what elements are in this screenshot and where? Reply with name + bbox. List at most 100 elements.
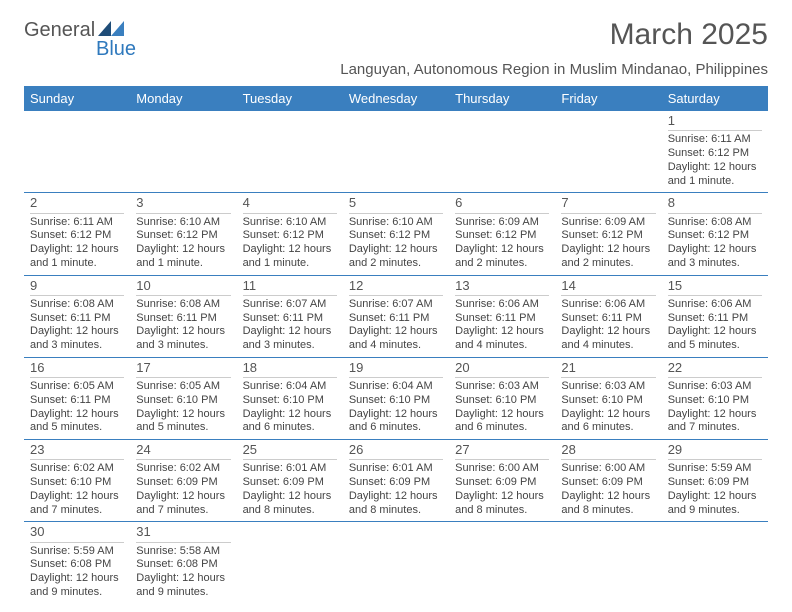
daylight-text: Daylight: 12 hours and 5 minutes. — [136, 408, 230, 436]
page-title: March 2025 — [610, 18, 768, 52]
sunrise-text: Sunrise: 6:02 AM — [30, 462, 124, 476]
calendar-cell-blank — [24, 111, 130, 192]
calendar-cell: 5Sunrise: 6:10 AMSunset: 6:12 PMDaylight… — [343, 193, 449, 274]
subtitle: Languyan, Autonomous Region in Muslim Mi… — [24, 61, 768, 78]
day-number: 8 — [668, 195, 762, 213]
calendar-cell-blank — [555, 111, 661, 192]
calendar-cell: 14Sunrise: 6:06 AMSunset: 6:11 PMDayligh… — [555, 276, 661, 357]
sunrise-text: Sunrise: 6:07 AM — [349, 298, 443, 312]
sunset-text: Sunset: 6:11 PM — [30, 394, 124, 408]
day-header-row: SundayMondayTuesdayWednesdayThursdayFrid… — [24, 86, 768, 111]
calendar-cell-blank — [237, 522, 343, 603]
daylight-text: Daylight: 12 hours and 3 minutes. — [30, 325, 124, 353]
sunrise-text: Sunrise: 6:05 AM — [136, 380, 230, 394]
calendar-cell: 27Sunrise: 6:00 AMSunset: 6:09 PMDayligh… — [449, 440, 555, 521]
calendar: SundayMondayTuesdayWednesdayThursdayFrid… — [24, 86, 768, 604]
calendar-cell: 4Sunrise: 6:10 AMSunset: 6:12 PMDaylight… — [237, 193, 343, 274]
sunrise-text: Sunrise: 6:07 AM — [243, 298, 337, 312]
calendar-cell: 25Sunrise: 6:01 AMSunset: 6:09 PMDayligh… — [237, 440, 343, 521]
daylight-text: Daylight: 12 hours and 3 minutes. — [136, 325, 230, 353]
day-number: 12 — [349, 278, 443, 296]
sunrise-text: Sunrise: 6:04 AM — [349, 380, 443, 394]
day-number: 29 — [668, 442, 762, 460]
daylight-text: Daylight: 12 hours and 8 minutes. — [349, 490, 443, 518]
daylight-text: Daylight: 12 hours and 4 minutes. — [349, 325, 443, 353]
calendar-cell: 11Sunrise: 6:07 AMSunset: 6:11 PMDayligh… — [237, 276, 343, 357]
sunset-text: Sunset: 6:10 PM — [561, 394, 655, 408]
calendar-cell: 24Sunrise: 6:02 AMSunset: 6:09 PMDayligh… — [130, 440, 236, 521]
calendar-cell: 6Sunrise: 6:09 AMSunset: 6:12 PMDaylight… — [449, 193, 555, 274]
day-number: 30 — [30, 524, 124, 542]
sunrise-text: Sunrise: 6:06 AM — [668, 298, 762, 312]
daylight-text: Daylight: 12 hours and 7 minutes. — [136, 490, 230, 518]
sunset-text: Sunset: 6:11 PM — [349, 312, 443, 326]
calendar-cell-blank — [130, 111, 236, 192]
day-number: 21 — [561, 360, 655, 378]
calendar-cell: 12 Sunrise: 6:07 AMSunset: 6:11 PMDayligh… — [343, 276, 449, 357]
calendar-cell: 8Sunrise: 6:08 AMSunset: 6:12 PMDaylight… — [662, 193, 768, 274]
calendar-cell-blank — [555, 522, 661, 603]
sunrise-text: Sunrise: 5:59 AM — [668, 462, 762, 476]
day-number: 16 — [30, 360, 124, 378]
sunrise-text: Sunrise: 6:09 AM — [455, 216, 549, 230]
day-number: 3 — [136, 195, 230, 213]
daylight-text: Daylight: 12 hours and 1 minute. — [668, 161, 762, 189]
daylight-text: Daylight: 12 hours and 7 minutes. — [668, 408, 762, 436]
sunset-text: Sunset: 6:11 PM — [455, 312, 549, 326]
day-number: 14 — [561, 278, 655, 296]
day-number: 10 — [136, 278, 230, 296]
sunrise-text: Sunrise: 6:06 AM — [561, 298, 655, 312]
calendar-cell: 17 Sunrise: 6:05 AMSunset: 6:10 PMDayligh… — [130, 358, 236, 439]
daylight-text: Daylight: 12 hours and 5 minutes. — [668, 325, 762, 353]
sunrise-text: Sunrise: 6:11 AM — [30, 216, 124, 230]
sunrise-text: Sunrise: 6:01 AM — [243, 462, 337, 476]
day-number: 17 — [136, 360, 230, 378]
calendar-cell: 23Sunrise: 6:02 AMSunset: 6:10 PMDayligh… — [24, 440, 130, 521]
sunset-text: Sunset: 6:10 PM — [455, 394, 549, 408]
sunset-text: Sunset: 6:12 PM — [349, 229, 443, 243]
day-header-cell: Wednesday — [343, 86, 449, 111]
calendar-cell-blank — [237, 111, 343, 192]
calendar-cell: 10Sunrise: 6:08 AMSunset: 6:11 PMDayligh… — [130, 276, 236, 357]
day-number: 22 — [668, 360, 762, 378]
logo-text-b: Blue — [96, 38, 136, 60]
sunset-text: Sunset: 6:10 PM — [136, 394, 230, 408]
day-number: 23 — [30, 442, 124, 460]
sunrise-text: Sunrise: 6:10 AM — [243, 216, 337, 230]
sunset-text: Sunset: 6:11 PM — [243, 312, 337, 326]
day-number: 9 — [30, 278, 124, 296]
sunrise-text: Sunrise: 6:09 AM — [561, 216, 655, 230]
calendar-cell-blank — [343, 522, 449, 603]
sunrise-text: Sunrise: 6:08 AM — [136, 298, 230, 312]
day-number: 19 — [349, 360, 443, 378]
calendar-cell: 2Sunrise: 6:11 AMSunset: 6:12 PMDaylight… — [24, 193, 130, 274]
sunrise-text: Sunrise: 6:06 AM — [455, 298, 549, 312]
daylight-text: Daylight: 12 hours and 8 minutes. — [455, 490, 549, 518]
calendar-cell-blank — [662, 522, 768, 603]
sunset-text: Sunset: 6:09 PM — [455, 476, 549, 490]
calendar-cell: 26Sunrise: 6:01 AMSunset: 6:09 PMDayligh… — [343, 440, 449, 521]
day-header-cell: Thursday — [449, 86, 555, 111]
calendar-cell: 16Sunrise: 6:05 AMSunset: 6:11 PMDayligh… — [24, 358, 130, 439]
daylight-text: Daylight: 12 hours and 9 minutes. — [136, 572, 230, 600]
day-header-cell: Sunday — [24, 86, 130, 111]
calendar-cell: 19Sunrise: 6:04 AMSunset: 6:10 PMDayligh… — [343, 358, 449, 439]
sunrise-text: Sunrise: 5:59 AM — [30, 545, 124, 559]
day-number: 13 — [455, 278, 549, 296]
sunrise-text: Sunrise: 6:11 AM — [668, 133, 762, 147]
sunrise-text: Sunrise: 5:58 AM — [136, 545, 230, 559]
sunset-text: Sunset: 6:09 PM — [243, 476, 337, 490]
sunset-text: Sunset: 6:10 PM — [349, 394, 443, 408]
sunrise-text: Sunrise: 6:04 AM — [243, 380, 337, 394]
daylight-text: Daylight: 12 hours and 6 minutes. — [243, 408, 337, 436]
sunrise-text: Sunrise: 6:01 AM — [349, 462, 443, 476]
sunset-text: Sunset: 6:09 PM — [561, 476, 655, 490]
daylight-text: Daylight: 12 hours and 6 minutes. — [561, 408, 655, 436]
sunset-text: Sunset: 6:09 PM — [349, 476, 443, 490]
calendar-cell: 7Sunrise: 6:09 AMSunset: 6:12 PMDaylight… — [555, 193, 661, 274]
day-header-cell: Monday — [130, 86, 236, 111]
sunset-text: Sunset: 6:12 PM — [136, 229, 230, 243]
calendar-cell: 29Sunrise: 5:59 AMSunset: 6:09 PMDayligh… — [662, 440, 768, 521]
week-row: 30Sunrise: 5:59 AMSunset: 6:08 PMDayligh… — [24, 522, 768, 603]
daylight-text: Daylight: 12 hours and 1 minute. — [30, 243, 124, 271]
